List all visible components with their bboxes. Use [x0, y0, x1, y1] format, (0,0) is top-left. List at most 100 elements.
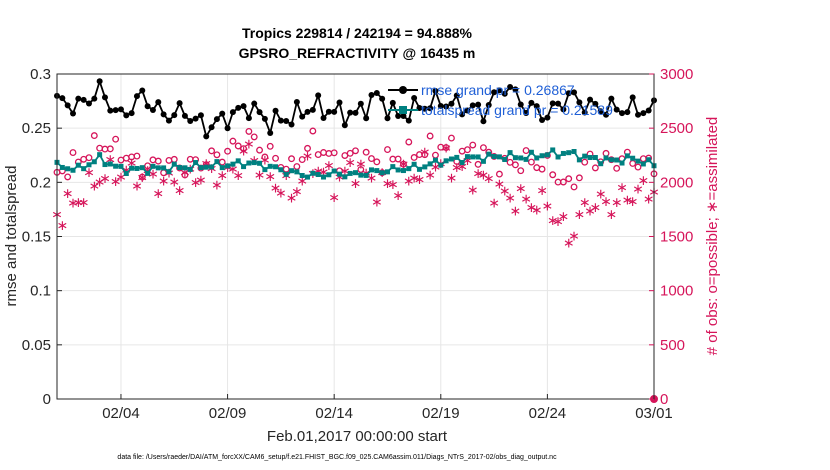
- x-axis-label: Feb.01,2017 00:00:00 start: [267, 428, 448, 445]
- spread-marker: [406, 166, 412, 172]
- rmse-marker: [336, 99, 343, 106]
- spread-marker: [139, 165, 145, 171]
- rmse-marker: [123, 112, 130, 119]
- spread-marker: [598, 161, 604, 167]
- obs-possible-marker: [112, 135, 120, 143]
- spread-marker: [230, 161, 236, 167]
- spread-marker: [235, 158, 241, 164]
- obs-assimilated-marker: ∗: [472, 166, 484, 182]
- rmse-marker: [480, 118, 487, 125]
- spread-marker: [246, 160, 252, 166]
- obs-possible-marker: [400, 160, 407, 168]
- obs-assimilated-marker: ∗: [611, 195, 623, 211]
- obs-assimilated-marker: ∗: [318, 164, 330, 180]
- obs-assimilated-marker: ∗: [126, 155, 138, 171]
- obs-assimilated-marker: ∗: [558, 209, 570, 225]
- obs-possible-marker: [106, 145, 114, 153]
- spread-marker: [289, 168, 295, 174]
- spread-marker: [470, 154, 476, 160]
- rmse-marker: [165, 117, 172, 124]
- obs-possible-marker: [154, 157, 162, 165]
- spread-marker: [257, 160, 263, 166]
- spread-marker: [550, 147, 556, 153]
- spread-marker: [374, 168, 380, 174]
- y-axis-label-right: # of obs: o=possible; ∗=assimilated: [704, 117, 721, 356]
- rmse-marker: [128, 110, 135, 117]
- right-tick-label: 1000: [660, 283, 693, 300]
- obs-possible-marker: [549, 171, 557, 179]
- obs-assimilated-marker: ∗: [312, 164, 324, 180]
- obs-possible-marker: [138, 173, 146, 181]
- rmse-marker: [59, 95, 66, 102]
- spread-marker: [59, 164, 65, 170]
- rmse-marker: [272, 107, 279, 114]
- obs-assimilated-marker: ∗: [174, 183, 186, 199]
- left-tick-label: 0.15: [22, 229, 51, 246]
- spread-marker: [347, 170, 353, 176]
- obs-possible-marker: [69, 149, 77, 157]
- obs-possible-marker: [144, 162, 152, 170]
- obs-possible-marker: [613, 164, 621, 172]
- obs-assimilated-marker: ∗: [632, 182, 644, 198]
- obs-possible-marker: [442, 144, 450, 152]
- rmse-marker: [384, 115, 391, 122]
- rmse-marker: [539, 117, 546, 124]
- spread-marker: [614, 157, 620, 163]
- rmse-marker: [544, 114, 551, 121]
- obs-assimilated-marker: ∗: [440, 140, 452, 156]
- obs-assimilated-marker: ∗: [387, 177, 399, 193]
- rmse-marker: [629, 94, 636, 101]
- x-tick-label: 02/04: [102, 405, 140, 422]
- spread-marker: [363, 172, 369, 178]
- spread-marker: [118, 163, 124, 169]
- rmse-marker: [571, 89, 578, 96]
- obs-possible-marker: [85, 154, 93, 162]
- right-tick-label: 3000: [660, 66, 693, 83]
- obs-possible-marker: [208, 147, 216, 155]
- spread-marker: [251, 160, 257, 166]
- obs-possible-marker: [474, 160, 482, 168]
- rmse-marker: [293, 98, 300, 105]
- spread-marker: [576, 157, 582, 163]
- obs-possible-marker: [565, 175, 573, 183]
- spread-marker: [315, 172, 321, 178]
- spread-marker: [198, 165, 204, 171]
- rmse-marker: [144, 103, 151, 110]
- rmse-marker: [107, 107, 114, 114]
- obs-assimilated-marker: ∗: [467, 182, 479, 198]
- rmse-marker: [608, 95, 615, 102]
- spread-marker: [273, 164, 279, 170]
- rmse-marker: [405, 117, 412, 124]
- obs-assimilated-marker: ∗: [552, 214, 564, 230]
- spread-marker: [214, 159, 220, 165]
- spread-marker: [416, 166, 422, 172]
- left-tick-label: 0.25: [22, 120, 51, 137]
- obs-assimilated-marker: ∗: [94, 174, 106, 190]
- rmse-marker: [389, 99, 396, 106]
- rmse-marker: [469, 102, 476, 109]
- spread-marker: [331, 168, 337, 174]
- obs-assimilated-marker: ∗: [67, 195, 79, 211]
- spread-marker: [400, 168, 406, 174]
- right-tick-label: 500: [660, 337, 685, 354]
- spread-marker: [97, 152, 103, 158]
- rmse-marker: [75, 95, 82, 102]
- rmse-marker: [363, 115, 370, 122]
- obs-assimilated-marker: ∗: [451, 160, 463, 176]
- obs-assimilated-marker: ∗: [488, 196, 500, 212]
- obs-possible-marker: [272, 154, 279, 162]
- spread-marker: [166, 169, 172, 175]
- rmse-marker: [448, 100, 455, 107]
- spread-marker: [566, 150, 572, 156]
- rmse-marker: [283, 117, 290, 124]
- obs-possible-marker: [570, 183, 578, 191]
- rmse-marker: [501, 90, 508, 97]
- obs-possible-marker: [426, 132, 434, 140]
- right-tick-label: 1500: [660, 229, 693, 246]
- obs-possible-marker: [245, 127, 253, 135]
- obs-assimilated-marker: ∗: [56, 218, 68, 234]
- obs-assimilated-marker: ∗: [520, 191, 532, 207]
- spread-marker: [475, 154, 481, 160]
- left-axis-ticks: 0 0.05 0.1 0.15 0.2 0.25 0.3: [22, 66, 62, 408]
